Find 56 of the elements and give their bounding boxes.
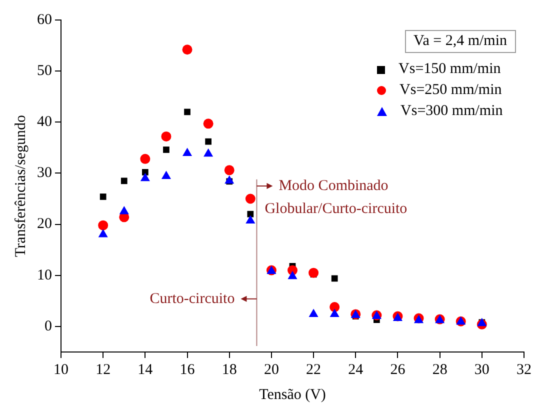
x-axis-title: Tensão (V) — [259, 386, 326, 403]
point — [100, 194, 106, 200]
point — [140, 172, 150, 182]
point — [205, 138, 212, 145]
legend-label: Vs=150 mm/min — [398, 61, 501, 77]
legend-label: Vs=250 mm/min — [400, 82, 502, 98]
point — [331, 275, 338, 282]
x-tick-label: 28 — [432, 362, 448, 378]
point — [330, 302, 340, 312]
point — [98, 220, 108, 230]
point — [163, 146, 170, 153]
point — [246, 215, 256, 224]
annotation: Curto-circuito — [150, 290, 235, 307]
x-tick-label: 32 — [516, 362, 532, 378]
y-tick-label: 0 — [44, 318, 52, 334]
x-tick-label: 24 — [348, 362, 364, 378]
point — [203, 118, 214, 129]
x-tick-label: 30 — [474, 362, 490, 378]
legend-label: Vs=300 mm/min — [400, 103, 503, 119]
point — [182, 148, 192, 156]
x-tick-label: 16 — [180, 362, 196, 378]
point — [161, 170, 171, 180]
point — [161, 131, 172, 142]
point — [204, 148, 214, 157]
point — [288, 270, 298, 280]
point — [119, 206, 129, 214]
point — [182, 44, 192, 55]
point — [308, 268, 319, 278]
annotation: Modo Combinado — [278, 178, 388, 194]
y-tick-label: 20 — [37, 216, 52, 232]
y-tick-label: 40 — [37, 114, 52, 130]
point — [330, 308, 340, 317]
point — [308, 308, 318, 317]
x-tick-label: 22 — [306, 362, 322, 378]
legend-title: Va = 2,4 m/min — [404, 30, 516, 53]
y-tick-label: 60 — [37, 12, 52, 28]
y-axis-title: Transferências/segundo — [12, 115, 29, 257]
x-tick-label: 20 — [264, 362, 279, 378]
point — [245, 194, 256, 204]
annotation: Globular/Curto-circuito — [264, 201, 408, 218]
x-tick-label: 10 — [54, 362, 68, 378]
x-tick-label: 26 — [390, 362, 406, 378]
y-tick-label: 30 — [37, 165, 52, 182]
point — [98, 229, 108, 238]
x-tick-label: 18 — [222, 362, 237, 378]
y-tick-label: 50 — [37, 63, 52, 80]
point — [224, 175, 234, 184]
point — [224, 165, 234, 176]
point — [142, 169, 148, 176]
x-tick-label: 14 — [138, 362, 154, 378]
y-tick-label: 10 — [37, 267, 52, 284]
point — [184, 108, 190, 116]
point — [120, 178, 128, 184]
x-tick-label: 12 — [96, 362, 111, 378]
point — [140, 154, 150, 164]
point — [247, 210, 254, 218]
